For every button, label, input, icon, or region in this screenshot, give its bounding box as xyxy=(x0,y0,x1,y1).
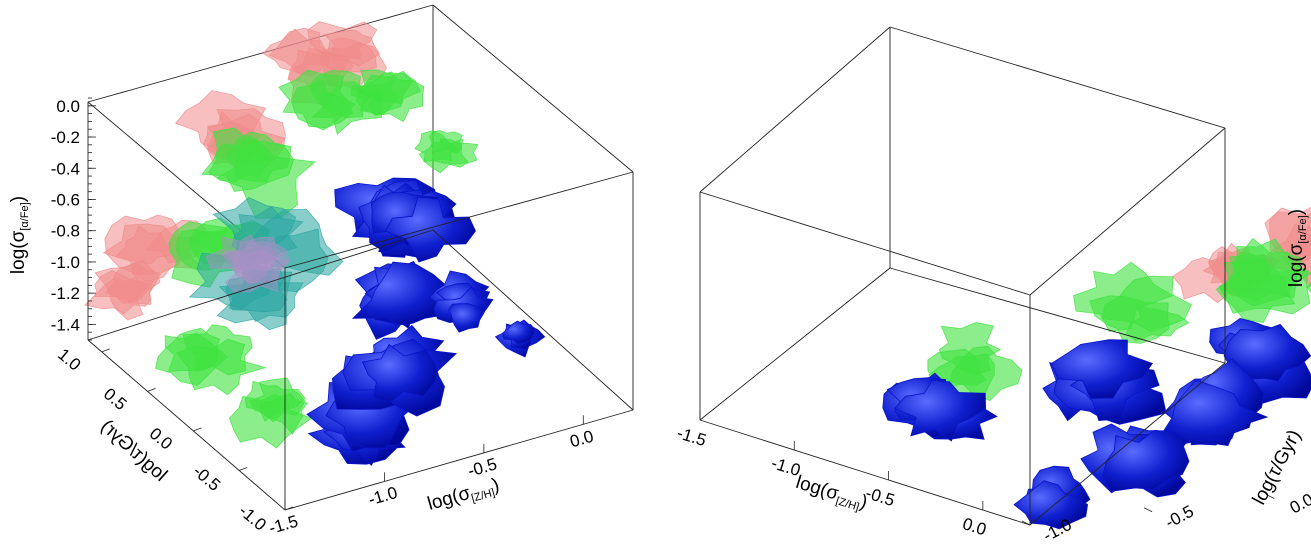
right-panel-3d-plot: -1.5-1.0-0.50.0-1.0-0.50.00.51.0-1.4-1.2… xyxy=(675,26,1311,545)
right-surface-1 xyxy=(927,237,1311,401)
left-y-tick-label: 1.0 xyxy=(54,345,84,375)
left-surface-1-patch xyxy=(259,393,309,435)
right-y-tick-label: 0.0 xyxy=(1287,490,1311,518)
left-panel-3d-plot: -1.5-1.0-0.50.0-1.0-0.50.00.51.0-1.4-1.2… xyxy=(8,4,634,538)
right-surface-2 xyxy=(882,317,1311,530)
left-surface-1-patch xyxy=(201,127,295,192)
right-surface-1-patch xyxy=(1306,281,1311,294)
left-surface-2 xyxy=(306,177,546,467)
left-surface-2-patch xyxy=(448,303,488,333)
svg-text:log(σ[Z/H]): log(σ[Z/H]) xyxy=(425,474,502,516)
left-surface-2-patch xyxy=(502,320,535,344)
left-surface-2-patch xyxy=(351,261,451,326)
left-z-tick-label: 0.0 xyxy=(56,97,80,116)
left-z-tick-label: -1.2 xyxy=(51,284,80,303)
left-surface-4-patch xyxy=(205,234,275,284)
left-z-tick-label: -1.4 xyxy=(51,315,80,334)
right-surface-2-patch xyxy=(893,379,987,442)
left-y-tick-label: -1.0 xyxy=(235,501,270,534)
left-y-tick-label: 0.0 xyxy=(146,424,176,454)
right-y-tick-label: -0.5 xyxy=(1162,502,1197,533)
left-surface-0-patch xyxy=(115,225,171,265)
left-z-tick-label: -0.4 xyxy=(51,159,80,178)
right-box-front-edges xyxy=(699,127,1226,526)
left-isosurfaces xyxy=(84,21,546,467)
right-y-tick xyxy=(1266,494,1275,499)
right-y-tick xyxy=(1021,520,1031,526)
right-box-back-edges xyxy=(699,26,1226,296)
left-y-tick xyxy=(101,348,110,353)
left-y-tick xyxy=(239,467,248,471)
right-isosurfaces xyxy=(882,206,1311,530)
right-tick-marks xyxy=(699,411,1275,526)
left-z-axis-title: log(σ[α/Fe]) xyxy=(8,196,31,274)
svg-text:log(σ[α/Fe]): log(σ[α/Fe]) xyxy=(8,196,31,274)
left-x-axis-title: log(σ[Z/H]) xyxy=(425,474,502,516)
left-surface-1-patch xyxy=(309,70,372,119)
left-surface-2-patch xyxy=(385,196,476,263)
left-y-tick xyxy=(147,388,156,392)
right-x-tick-label: -1.5 xyxy=(675,423,709,450)
left-x-tick-label: -1.5 xyxy=(267,512,300,538)
svg-text:log(σ[Z/H]): log(σ[Z/H]) xyxy=(793,472,870,516)
left-z-tick-label: -0.8 xyxy=(51,222,80,241)
right-surface-2-patch xyxy=(1013,480,1089,530)
right-y-tick xyxy=(1143,507,1153,513)
left-surface-2-patch xyxy=(361,343,439,403)
left-z-tick-label: -0.2 xyxy=(51,128,80,147)
svg-text:log(σ[α/Fe]): log(σ[α/Fe]) xyxy=(1286,209,1309,287)
left-surface-1-patch xyxy=(355,71,414,105)
left-surface-1 xyxy=(155,69,479,449)
left-x-tick-label: -1.0 xyxy=(366,483,399,509)
left-y-tick xyxy=(193,427,202,432)
left-z-tick-label: -0.6 xyxy=(51,190,80,209)
left-surface-1-patch xyxy=(431,138,479,165)
left-surface-4-patch xyxy=(221,241,290,284)
left-tick-marks xyxy=(88,97,584,511)
right-surface-2-patch xyxy=(1223,323,1311,382)
left-y-tick-label: -0.5 xyxy=(189,462,224,495)
left-x-tick-label: 0.0 xyxy=(568,427,596,452)
left-y-tick xyxy=(284,506,294,511)
right-surface-1-patch xyxy=(949,345,1023,401)
left-box-front-edges xyxy=(87,102,634,511)
right-x-tick-label: 0.0 xyxy=(960,514,988,539)
right-surface-1-patch xyxy=(1089,295,1170,344)
left-surface-1-patch xyxy=(182,324,253,376)
right-surface-2-patch xyxy=(1051,339,1154,399)
right-x-axis-title: log(σ[Z/H]) xyxy=(793,472,870,516)
right-surface-1-patch xyxy=(1215,254,1296,324)
right-z-axis-title: log(σ[α/Fe]) xyxy=(1286,209,1309,287)
left-surface-0-patch xyxy=(307,21,378,60)
left-z-tick-label: -1.0 xyxy=(51,253,80,272)
right-surface-2-patch xyxy=(1161,379,1269,446)
left-y-tick-label: 0.5 xyxy=(100,384,130,414)
left-surface-4-patch xyxy=(221,236,285,273)
